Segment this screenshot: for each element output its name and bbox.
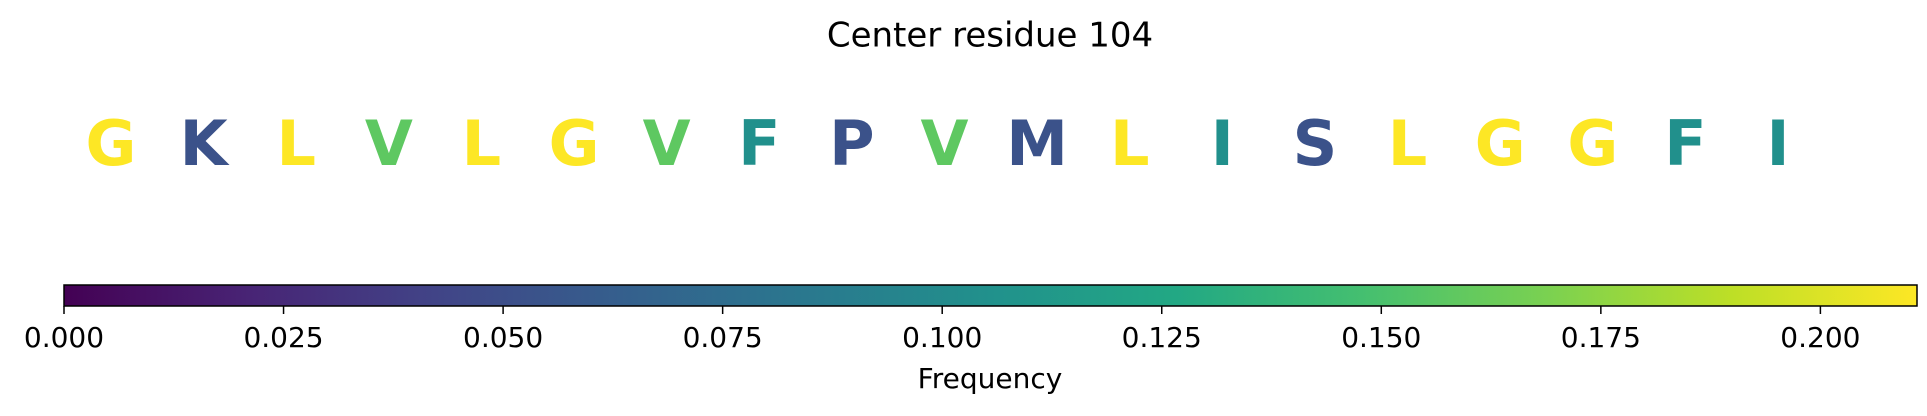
residue-letter: L [1110,107,1150,180]
residue-letter: F [738,107,780,180]
residue-letter: L [1388,107,1428,180]
x-tick-label: 0.025 [243,321,323,354]
residue-letter: L [276,107,316,180]
residue-letter: G [86,107,137,180]
residue-letter: F [1664,107,1706,180]
x-tick-label: 0.150 [1341,321,1421,354]
residue-letter: M [1006,107,1068,180]
residue-letter: V [921,107,969,180]
residue-letter: G [1475,107,1526,180]
x-tick-label: 0.000 [24,321,104,354]
x-tick-label: 0.100 [902,321,982,354]
colorbar [63,284,1918,307]
x-tick-label: 0.075 [683,321,763,354]
residue-letter: I [1766,107,1789,180]
x-axis-label: Frequency [918,362,1063,395]
residue-letter: S [1293,107,1338,180]
x-tick-label: 0.125 [1122,321,1202,354]
residue-letter: G [1567,107,1618,180]
x-tick-label: 0.175 [1561,321,1641,354]
residue-letter: V [643,107,691,180]
residue-letter: G [549,107,600,180]
chart-title: Center residue 104 [827,16,1153,56]
residue-letter: P [829,107,874,180]
residue-letter: K [180,107,230,180]
residue-letter: V [365,107,413,180]
x-tick-label: 0.200 [1780,321,1860,354]
residue-letter: I [1211,107,1234,180]
x-tick-label: 0.050 [463,321,543,354]
residue-letter: L [462,107,502,180]
